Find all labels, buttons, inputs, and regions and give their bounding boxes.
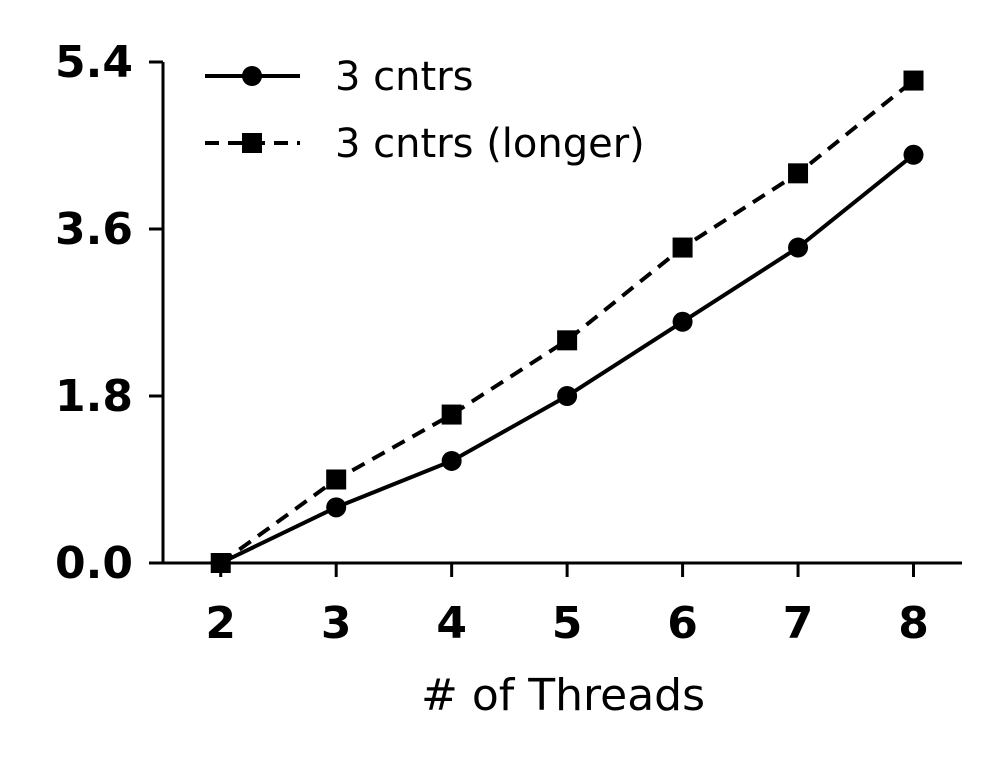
data-point [210,553,231,573]
data-point [326,469,347,490]
legend-label: 3 cntrs (longer) [335,121,645,167]
data-point [326,497,347,518]
axes [161,62,962,565]
legend-entry: 3 cntrs (longer) [205,121,645,167]
legend-label: 3 cntrs [335,54,473,100]
legend-marker [242,66,262,86]
data-point [557,330,578,351]
series-2 [210,70,924,573]
data-point [557,386,578,406]
series-1 [210,144,924,573]
x-tick-label: 5 [552,598,583,649]
legend-marker [242,133,262,153]
legend: 3 cntrs 3 cntrs (longer) [205,54,645,167]
data-point [441,450,462,471]
y-tick-label: 1.8 [55,371,133,422]
data-point [903,144,924,165]
x-axis-title: # of Threads [421,670,705,721]
x-tick-label: 4 [436,598,467,649]
y-tick-label: 5.4 [55,37,133,88]
series-layer [210,70,924,573]
x-tick-label: 2 [205,598,236,649]
data-point [672,311,693,332]
data-point [672,237,693,258]
x-tick-label: 6 [667,598,698,649]
x-tick-label: 8 [898,598,929,649]
x-tick-label: 7 [783,598,814,649]
x-tick-label: 3 [321,598,352,649]
x-ticks: 2 3 4 5 6 7 8 [205,563,929,649]
data-point [788,163,809,184]
y-tick-label: 0.0 [55,538,133,589]
data-point [441,404,462,425]
y-tick-label: 3.6 [55,204,133,255]
data-point [788,237,809,258]
legend-entry: 3 cntrs [205,54,473,100]
data-point [903,70,924,91]
y-ticks: 0.0 1.8 3.6 5.4 [55,37,163,589]
series-line [219,153,915,565]
